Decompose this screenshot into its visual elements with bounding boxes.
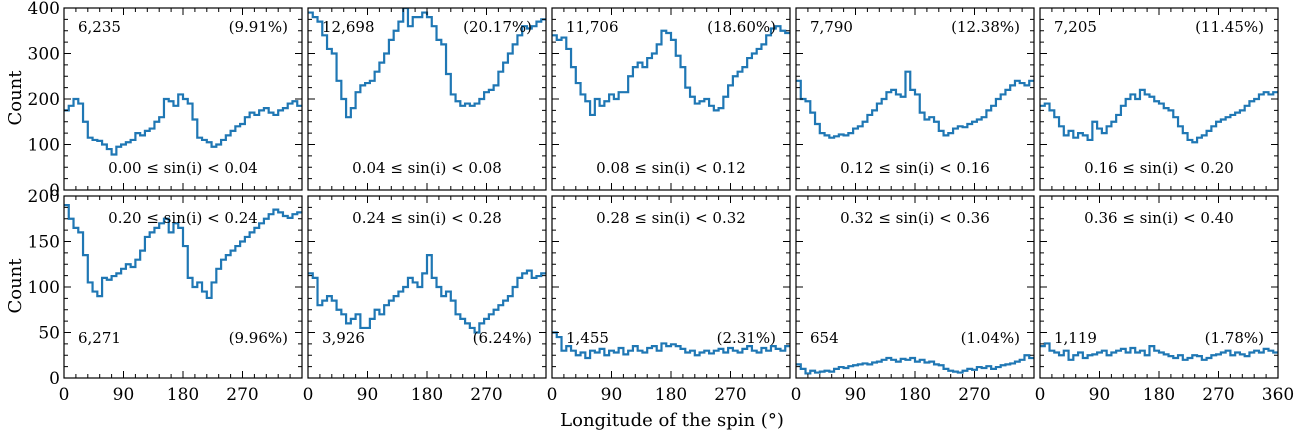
x-tick-label: 180 bbox=[899, 385, 931, 405]
range-label: 0.00 ≤ sin(i) < 0.04 bbox=[108, 159, 258, 177]
x-tick-label: 90 bbox=[601, 385, 623, 405]
y-tick-label: 300 bbox=[28, 45, 60, 65]
panel-p0: 0 100 200 300 400 6,235 (9.91%) 0.00 ≤ sin(i) <… bbox=[28, 0, 303, 201]
percent-label: (9.96%) bbox=[229, 329, 288, 347]
histogram-series-p4 bbox=[1040, 88, 1278, 144]
histogram-series-p6 bbox=[308, 254, 546, 334]
histogram-series-p0 bbox=[64, 93, 302, 156]
x-tick-label: 180 bbox=[411, 385, 443, 405]
range-label: 0.36 ≤ sin(i) < 0.40 bbox=[1084, 209, 1234, 227]
histogram-series-p2 bbox=[552, 25, 790, 117]
panel-p9: 0 90 180 270 360 1,119 (1.78%) 0.36 ≤ sin(i) < … bbox=[1035, 195, 1294, 405]
panel-p6: 0 90 180 270 3,926 (6.24%) 0.24 ≤ sin(i) < 0.2… bbox=[303, 195, 547, 405]
y-tick-label: 100 bbox=[28, 278, 60, 298]
x-tick-label: 0 bbox=[1035, 385, 1046, 405]
y-tick-label: 100 bbox=[28, 136, 60, 156]
count-label: 11,706 bbox=[566, 18, 619, 36]
count-label: 1,455 bbox=[566, 329, 609, 347]
x-tick-label: 0 bbox=[547, 385, 558, 405]
x-tick-label: 0 bbox=[303, 385, 314, 405]
histogram-series-p8 bbox=[796, 354, 1034, 375]
x-tick-label: 0 bbox=[59, 385, 70, 405]
range-label: 0.04 ≤ sin(i) < 0.08 bbox=[352, 159, 502, 177]
histogram-series-p1 bbox=[308, 8, 546, 119]
range-label: 0.24 ≤ sin(i) < 0.28 bbox=[352, 209, 502, 227]
histogram-series-p3 bbox=[796, 70, 1034, 139]
count-label: 1,119 bbox=[1054, 329, 1097, 347]
y-tick-label: 150 bbox=[28, 233, 60, 253]
percent-label: (11.45%) bbox=[1195, 18, 1264, 36]
panel-p2: 11,706 (18.60%) 0.08 ≤ sin(i) < 0.12 bbox=[551, 7, 791, 191]
x-tick-label: 270 bbox=[470, 385, 502, 405]
histogram-series-p7 bbox=[552, 331, 790, 360]
x-tick-label: 0 bbox=[791, 385, 802, 405]
x-tick-label: 270 bbox=[714, 385, 746, 405]
percent-label: (12.38%) bbox=[951, 18, 1020, 36]
count-label: 654 bbox=[810, 329, 839, 347]
x-tick-label: 270 bbox=[958, 385, 990, 405]
panel-p3: 7,790 (12.38%) 0.12 ≤ sin(i) < 0.16 bbox=[795, 7, 1035, 191]
count-label: 6,271 bbox=[78, 329, 121, 347]
percent-label: (2.31%) bbox=[717, 329, 776, 347]
range-label: 0.28 ≤ sin(i) < 0.32 bbox=[596, 209, 746, 227]
y-tick-label: 200 bbox=[28, 90, 60, 110]
panels-layer: 0 100 200 300 400 6,235 (9.91%) 0.00 ≤ sin(i) <… bbox=[28, 0, 1295, 405]
range-label: 0.32 ≤ sin(i) < 0.36 bbox=[840, 209, 990, 227]
count-label: 12,698 bbox=[322, 18, 375, 36]
count-label: 7,790 bbox=[810, 18, 853, 36]
histogram-series-p5 bbox=[64, 204, 302, 300]
panel-p8: 0 90 180 270 654 (1.04%) 0.32 ≤ sin(i) < 0.36 bbox=[791, 195, 1035, 405]
percent-label: (18.60%) bbox=[707, 18, 776, 36]
count-label: 6,235 bbox=[78, 18, 121, 36]
y-axis-title-bottom: Count bbox=[5, 258, 26, 314]
percent-label: (20.17%) bbox=[463, 18, 532, 36]
y-axis-title-top: Count bbox=[5, 70, 26, 126]
x-tick-label: 180 bbox=[1143, 385, 1175, 405]
y-tick-label: 50 bbox=[38, 324, 60, 344]
percent-label: (6.24%) bbox=[473, 329, 532, 347]
panel-p5: 0 50 100 150 200 0 90 180 270 6,271 (9.96%) 0.20 ≤ … bbox=[28, 187, 303, 405]
x-tick-label: 90 bbox=[845, 385, 867, 405]
percent-label: (9.91%) bbox=[229, 18, 288, 36]
count-label: 3,926 bbox=[322, 329, 365, 347]
panel-p7: 0 90 180 270 1,455 (2.31%) 0.28 ≤ sin(i) < 0.3… bbox=[547, 195, 791, 405]
range-label: 0.16 ≤ sin(i) < 0.20 bbox=[1084, 159, 1234, 177]
percent-label: (1.78%) bbox=[1205, 329, 1264, 347]
x-tick-label: 270 bbox=[226, 385, 258, 405]
panel-p4: 7,205 (11.45%) 0.16 ≤ sin(i) < 0.20 bbox=[1039, 7, 1279, 191]
y-tick-label: 0 bbox=[49, 369, 60, 389]
range-label: 0.20 ≤ sin(i) < 0.24 bbox=[108, 209, 258, 227]
histogram-series-p9 bbox=[1040, 342, 1278, 361]
range-label: 0.12 ≤ sin(i) < 0.16 bbox=[840, 159, 990, 177]
y-tick-label: 400 bbox=[28, 0, 60, 19]
x-tick-label: 270 bbox=[1202, 385, 1234, 405]
x-tick-label: 180 bbox=[655, 385, 687, 405]
x-axis-title: Longitude of the spin (°) bbox=[560, 410, 784, 431]
x-tick-label: 90 bbox=[113, 385, 135, 405]
x-tick-label: 90 bbox=[357, 385, 379, 405]
x-tick-label: 360 bbox=[1262, 385, 1294, 405]
y-tick-label: 200 bbox=[28, 187, 60, 207]
percent-label: (1.04%) bbox=[961, 329, 1020, 347]
y-tick-label: 0 bbox=[49, 181, 60, 201]
x-tick-label: 180 bbox=[167, 385, 199, 405]
panel-p1: 12,698 (20.17%) 0.04 ≤ sin(i) < 0.08 bbox=[307, 7, 547, 191]
count-label: 7,205 bbox=[1054, 18, 1097, 36]
x-tick-label: 90 bbox=[1089, 385, 1111, 405]
range-label: 0.08 ≤ sin(i) < 0.12 bbox=[596, 159, 746, 177]
